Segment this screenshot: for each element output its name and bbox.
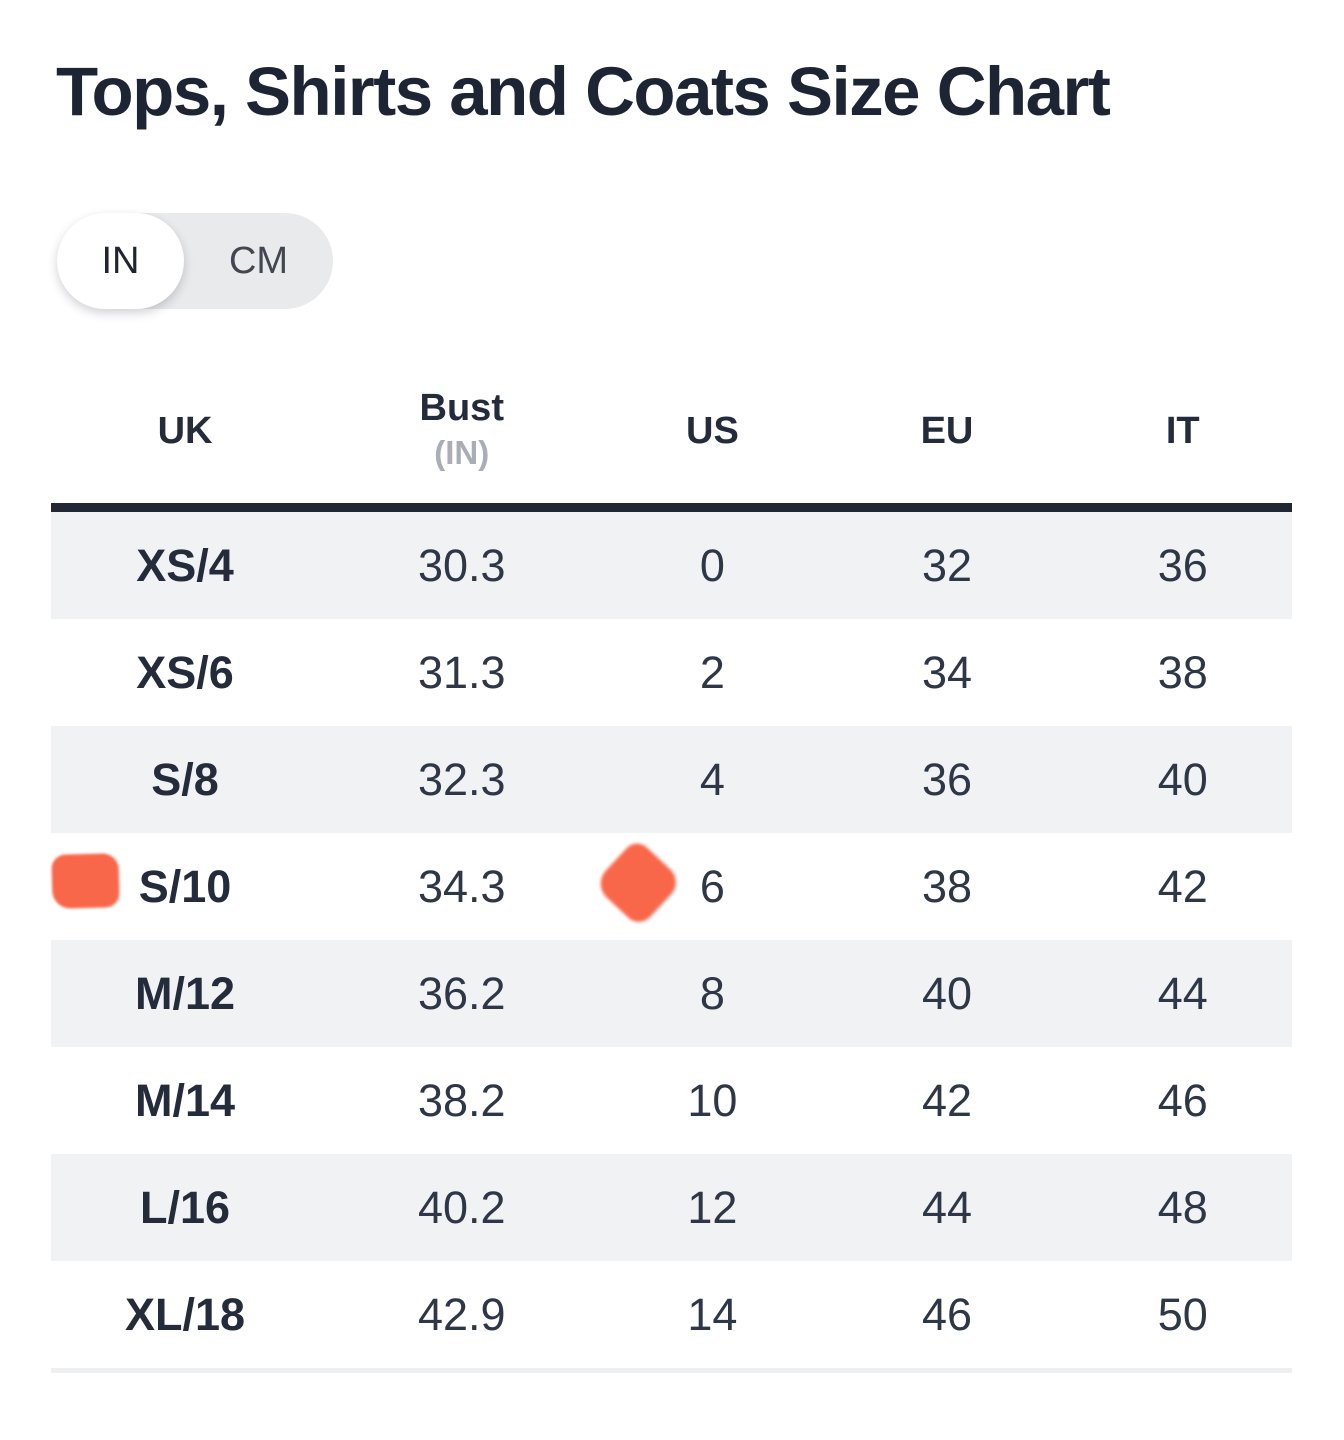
- cell-eu: 34: [921, 646, 972, 698]
- col-header-eu: EU: [820, 360, 1074, 512]
- cell-us: 8: [604, 940, 821, 1047]
- cell-us: 2: [699, 646, 725, 698]
- col-header-bust-label: Bust: [419, 387, 504, 430]
- cell-it: 42: [1157, 860, 1208, 912]
- table-row: S/8 32.3 4 36 40: [51, 726, 1292, 833]
- cell-eu: 32: [820, 507, 1074, 619]
- table-row: XS/4 30.3 0 32 36: [51, 507, 1292, 619]
- cell-it: 40: [1073, 726, 1292, 833]
- cell-us: 4: [604, 726, 821, 833]
- table-row: L/16 40.2 12 44 48: [51, 1154, 1292, 1261]
- table-row-highlighted: S/10 34.3 6 38 42: [51, 833, 1292, 940]
- col-header-uk-label: UK: [157, 409, 213, 452]
- table-row: XL/18 42.9 14 46 50: [51, 1261, 1292, 1373]
- cell-eu: 44: [820, 1154, 1074, 1261]
- cell-bust: 40.2: [319, 1154, 605, 1261]
- unit-option-cm[interactable]: CM: [228, 240, 289, 282]
- col-header-it-label: IT: [1165, 409, 1200, 452]
- table-row: XS/6 31.3 2 34 38: [51, 619, 1292, 726]
- unit-toggle[interactable]: IN CM: [57, 213, 333, 309]
- cell-eu: 46: [820, 1261, 1074, 1373]
- table-row: M/12 36.2 8 40 44: [51, 940, 1292, 1047]
- cell-uk: M/14: [135, 1074, 236, 1126]
- cell-eu: 42: [921, 1074, 972, 1126]
- cell-uk: S/8: [51, 726, 320, 833]
- unit-option-in[interactable]: IN: [101, 240, 140, 282]
- cell-it: 44: [1073, 940, 1292, 1047]
- unit-toggle-knob: [57, 213, 184, 309]
- cell-bust: 31.3: [417, 646, 506, 698]
- col-header-bust: Bust (IN): [319, 360, 605, 512]
- cell-uk: S/10: [138, 860, 232, 912]
- cell-eu: 38: [921, 860, 972, 912]
- size-table-grid: UK Bust (IN) US EU IT: [51, 360, 1292, 1373]
- size-table-body: XS/4 30.3 0 32 36 XS/6 31.3 2 34 38 S/8 32.3 4 36 40 S/…: [51, 507, 1292, 1373]
- cell-uk: XS/4: [51, 507, 320, 619]
- cell-us: 10: [687, 1074, 738, 1126]
- col-header-bust-unit: (IN): [434, 434, 490, 472]
- cell-it: 50: [1073, 1261, 1292, 1373]
- cell-us: 0: [604, 507, 821, 619]
- cell-uk: L/16: [51, 1154, 320, 1261]
- col-header-us: US: [604, 360, 821, 512]
- page-title: Tops, Shirts and Coats Size Chart: [56, 53, 1111, 130]
- cell-us: 12: [604, 1154, 821, 1261]
- cell-bust: 30.3: [319, 507, 605, 619]
- cell-it: 48: [1073, 1154, 1292, 1261]
- table-header-row: UK Bust (IN) US EU IT: [51, 360, 1292, 512]
- col-header-it: IT: [1073, 360, 1292, 512]
- cell-eu: 36: [820, 726, 1074, 833]
- cell-it: 36: [1073, 507, 1292, 619]
- cell-us: 6: [699, 860, 725, 912]
- cell-bust: 38.2: [417, 1074, 506, 1126]
- cell-uk: XS/6: [136, 646, 234, 698]
- cell-bust: 34.3: [417, 860, 506, 912]
- size-table: UK Bust (IN) US EU IT: [51, 360, 1292, 1373]
- cell-it: 38: [1157, 646, 1208, 698]
- cell-uk: XL/18: [51, 1261, 320, 1373]
- cell-us: 14: [604, 1261, 821, 1373]
- cell-bust: 32.3: [319, 726, 605, 833]
- cell-bust: 42.9: [319, 1261, 605, 1373]
- cell-uk: M/12: [51, 940, 320, 1047]
- col-header-uk: UK: [51, 360, 320, 512]
- col-header-us-label: US: [686, 409, 739, 452]
- cell-it: 46: [1157, 1074, 1208, 1126]
- cell-bust: 36.2: [319, 940, 605, 1047]
- cell-eu: 40: [820, 940, 1074, 1047]
- table-row: M/14 38.2 10 42 46: [51, 1047, 1292, 1154]
- col-header-eu-label: EU: [920, 409, 974, 452]
